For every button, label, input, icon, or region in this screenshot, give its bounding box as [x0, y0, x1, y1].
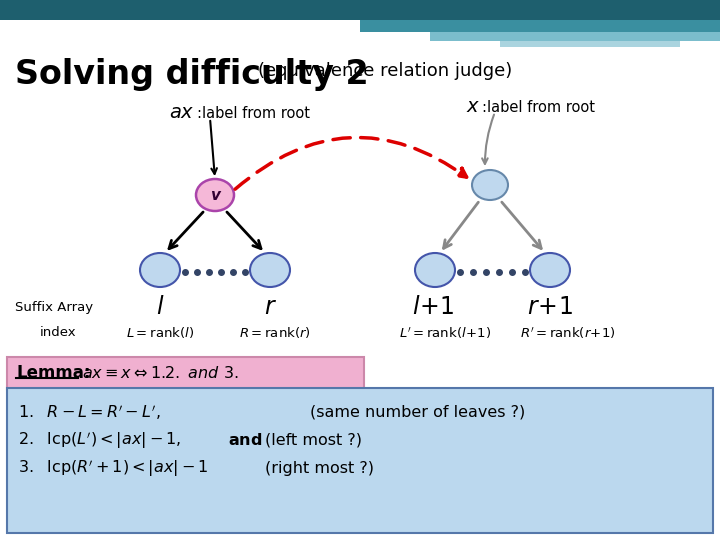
FancyArrowPatch shape — [235, 138, 467, 189]
FancyBboxPatch shape — [7, 357, 364, 389]
Text: (left most ?): (left most ?) — [265, 433, 362, 448]
Ellipse shape — [415, 253, 455, 287]
Bar — [0, 0, 720, 20]
Text: $ax$: $ax$ — [169, 104, 195, 122]
Text: $R = \mathrm{rank}(r)$: $R = \mathrm{rank}(r)$ — [239, 326, 311, 341]
Text: v: v — [210, 188, 220, 204]
Text: (same number of leaves ?): (same number of leaves ?) — [310, 404, 526, 420]
Bar — [430, 32, 720, 41]
Ellipse shape — [472, 170, 508, 200]
Text: Lemma:: Lemma: — [16, 364, 91, 382]
Text: Solving difficulty 2: Solving difficulty 2 — [15, 58, 369, 91]
Text: Suffix Array: Suffix Array — [15, 301, 93, 314]
Text: $l$: $l$ — [156, 296, 164, 320]
Text: index: index — [40, 327, 76, 340]
Text: $1.\ \ R - L = R' - L',$: $1.\ \ R - L = R' - L',$ — [18, 402, 161, 422]
Text: $3.\ \ \mathrm{lcp}(R' + 1) < |ax| - 1$: $3.\ \ \mathrm{lcp}(R' + 1) < |ax| - 1$ — [18, 457, 208, 478]
Ellipse shape — [250, 253, 290, 287]
Bar — [500, 41, 680, 47]
Text: (right most ?): (right most ?) — [265, 461, 374, 476]
Text: $\mathbf{and}$: $\mathbf{and}$ — [228, 432, 262, 448]
Ellipse shape — [530, 253, 570, 287]
Text: (equivalence relation judge): (equivalence relation judge) — [258, 62, 512, 80]
Text: :label from root: :label from root — [197, 105, 310, 120]
Text: $x$: $x$ — [466, 98, 480, 116]
FancyBboxPatch shape — [7, 388, 713, 533]
Bar — [360, 20, 720, 32]
Text: $R' = \mathrm{rank}(r\!+\!1)$: $R' = \mathrm{rank}(r\!+\!1)$ — [520, 325, 616, 341]
Text: $ax \equiv x \Leftrightarrow 1.2.$ and $3.$: $ax \equiv x \Leftrightarrow 1.2.$ and $… — [82, 365, 238, 381]
Text: $2.\ \ \mathrm{lcp}(L') < |ax| - 1,$: $2.\ \ \mathrm{lcp}(L') < |ax| - 1,$ — [18, 429, 181, 451]
Ellipse shape — [140, 253, 180, 287]
Text: $r\!+\!1$: $r\!+\!1$ — [527, 296, 573, 320]
Text: $r$: $r$ — [264, 296, 276, 320]
Text: $L = \mathrm{rank}(l)$: $L = \mathrm{rank}(l)$ — [126, 326, 194, 341]
Text: :label from root: :label from root — [482, 99, 595, 114]
Text: $l\!+\!1$: $l\!+\!1$ — [412, 296, 454, 320]
Ellipse shape — [196, 179, 234, 211]
Text: $L' = \mathrm{rank}(l\!+\!1)$: $L' = \mathrm{rank}(l\!+\!1)$ — [399, 325, 491, 341]
